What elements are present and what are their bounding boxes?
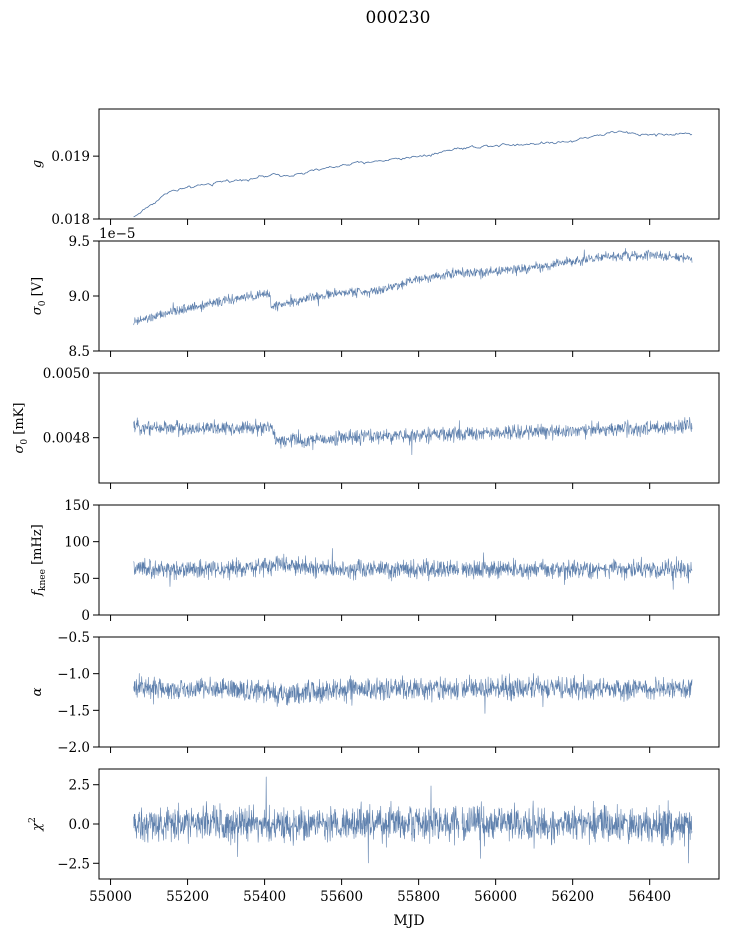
y-tick-label-g: 0.018 — [51, 212, 90, 228]
y-tick-label-sigma0_v: 9.5 — [69, 234, 90, 250]
series-line-g — [133, 130, 693, 218]
axes-frame-g — [98, 108, 720, 220]
y-tick-label-fknee: 50 — [73, 571, 90, 587]
axes-frame-sigma0_mk — [98, 372, 720, 484]
y-tick-label-alpha: −1.5 — [57, 703, 90, 719]
y-offset-text-sigma0_v: 1e−5 — [99, 226, 135, 242]
figure-title: 000230 — [366, 8, 431, 28]
y-tick-label-sigma0_v: 9.0 — [69, 289, 90, 305]
series-line-fknee — [133, 548, 693, 590]
x-tick-label: 56400 — [628, 889, 671, 905]
y-axis-label-sigma0_mk: σ0 [mK] — [12, 403, 30, 454]
y-axis-label-sigma0_v: σ0 [V] — [30, 277, 48, 315]
y-axis-label-fknee: fknee [mHz] — [30, 524, 48, 597]
y-tick-label-sigma0_mk: 0.0048 — [43, 431, 90, 447]
x-tick-label: 56200 — [551, 889, 594, 905]
y-axis-label-alpha: α — [30, 687, 45, 696]
y-tick-label-sigma0_mk: 0.0050 — [43, 366, 90, 382]
series-line-alpha — [133, 673, 693, 714]
x-axis-label: MJD — [393, 913, 424, 929]
y-axis-label-g: g — [30, 160, 45, 168]
y-tick-label-sigma0_v: 8.5 — [69, 344, 90, 360]
panel-fknee: 0 50 100 150 fknee [mHz] — [30, 498, 720, 624]
series-line-sigma0_v — [133, 248, 693, 326]
series-line-sigma0_mk — [133, 417, 693, 456]
x-tick-label: 55600 — [320, 889, 363, 905]
y-tick-label-alpha: −1.0 — [57, 667, 90, 683]
x-tick-label: 55200 — [166, 889, 209, 905]
panel-sigma0_mk: 0.0048 0.0050 σ0 [mK] — [12, 366, 720, 489]
axes-frame-fknee — [98, 504, 720, 616]
y-tick-label-fknee: 150 — [64, 498, 90, 514]
x-tick-label: 55000 — [89, 889, 132, 905]
y-tick-label-chi2: 2.5 — [69, 778, 90, 794]
y-tick-label-alpha: −0.5 — [57, 630, 90, 646]
y-tick-label-alpha: −2.0 — [57, 740, 90, 756]
y-tick-label-fknee: 100 — [64, 535, 90, 551]
panel-g: 0.018 0.019 g — [30, 108, 720, 228]
panel-sigma0_v: 8.5 9.0 9.5 1e−5 σ0 [V] — [30, 226, 720, 360]
x-tick-label: 55400 — [243, 889, 286, 905]
panel-chi2: −2.5 0.0 2.5 55000 55200 55400 55600 55800 56000… — [28, 768, 720, 905]
panel-alpha: −2.0 −1.5 −1.0 −0.5 α — [30, 630, 720, 756]
y-axis-label-chi2: χ2 — [28, 817, 45, 832]
x-tick-label: 56000 — [474, 889, 517, 905]
y-tick-label-fknee: 0 — [81, 608, 90, 624]
y-tick-label-chi2: 0.0 — [69, 817, 90, 833]
series-line-chi2 — [133, 776, 693, 864]
y-tick-label-chi2: −2.5 — [57, 856, 90, 872]
axes-frame-alpha — [98, 636, 720, 748]
y-tick-label-g: 0.019 — [51, 149, 90, 165]
x-tick-label: 55800 — [397, 889, 440, 905]
